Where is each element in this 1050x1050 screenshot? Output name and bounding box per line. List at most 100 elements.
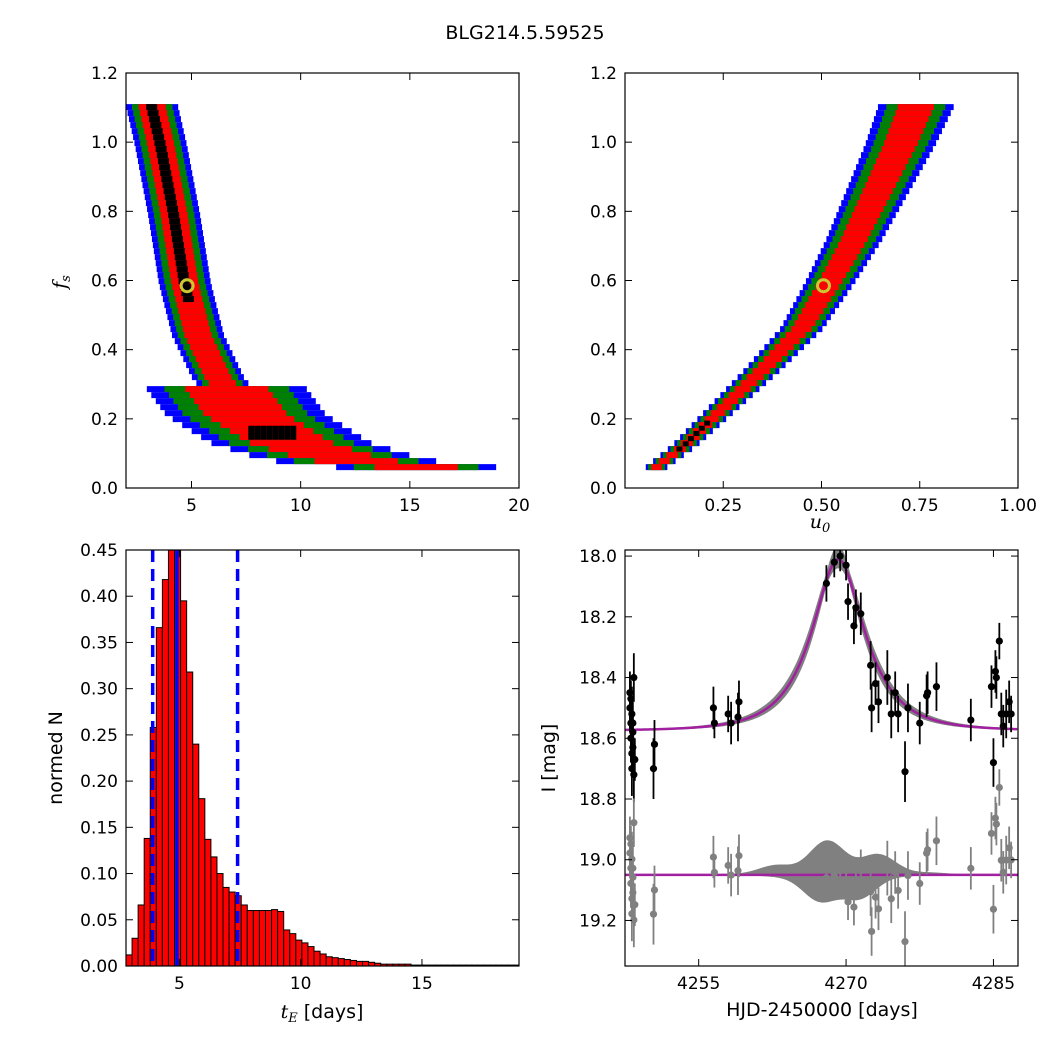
data-point [727, 719, 735, 727]
data-point [987, 683, 996, 691]
histogram-bar [331, 957, 339, 966]
residual-point [631, 901, 639, 909]
heatmap-cell-1sigma [740, 380, 758, 387]
heatmap-cell-1sigma [181, 320, 209, 327]
heatmap-cell-1sigma [884, 140, 918, 147]
heatmap-cell-core [704, 420, 711, 426]
histogram-bar [216, 873, 224, 966]
heatmap-cell-core [174, 254, 186, 261]
heatmap-cell-core [688, 436, 695, 442]
heatmap-cell-1sigma [849, 218, 878, 225]
data-point [735, 698, 743, 706]
panel3-ytick-label: 0.10 [80, 865, 118, 885]
histogram-bar [246, 910, 254, 966]
heatmap-cell-1sigma [651, 464, 662, 471]
data-point [894, 710, 902, 718]
heatmap-cell-1sigma [888, 128, 924, 135]
heatmap-cell-1sigma [763, 356, 782, 363]
heatmap-cell-core [290, 425, 297, 440]
heatmap-cell-core [175, 260, 187, 267]
heatmap-cell-core [160, 170, 172, 177]
residual-point [734, 867, 742, 875]
heatmap-cell-core [163, 188, 175, 195]
histogram-bar [283, 929, 291, 966]
panel4-ytick-label: 18.2 [579, 608, 617, 628]
heatmap-cell-core [170, 230, 182, 237]
heatmap-cell-1sigma [886, 134, 921, 141]
residual-point [830, 871, 838, 879]
heatmap-cell-core [161, 176, 173, 183]
data-point [631, 755, 639, 764]
panel2-ytick-label: 0.8 [590, 202, 617, 222]
histogram-bar [337, 958, 345, 966]
data-point [867, 661, 875, 669]
heatmap-cell-1sigma [752, 368, 770, 375]
residual-point [709, 853, 718, 861]
residual-point [995, 783, 1003, 792]
residual-point [901, 938, 909, 946]
heatmap-cell-1sigma [840, 236, 868, 243]
data-point [924, 689, 932, 697]
heatmap-cell-1sigma [893, 116, 929, 123]
heatmap-fs-vs-u0 [645, 104, 954, 471]
data-point [710, 719, 719, 727]
residual-point [891, 868, 899, 877]
data-point [650, 740, 659, 748]
heatmap-cell-core [147, 110, 159, 117]
residual-point [916, 879, 924, 888]
histogram-bar [277, 910, 285, 966]
heatmap-cell-1sigma [178, 308, 206, 315]
residual-point [924, 846, 932, 854]
histogram-bar [252, 910, 260, 966]
heatmap-cell-core [170, 224, 182, 231]
residual-point [844, 898, 852, 906]
data-point [830, 558, 838, 566]
heatmap-cell-1sigma [834, 248, 861, 255]
data-point [995, 637, 1003, 645]
heatmap-cell-1sigma [184, 332, 212, 339]
data-point [871, 680, 880, 688]
data-point [628, 710, 636, 718]
residual-point [628, 910, 636, 918]
panel1-xtick-label: 5 [186, 496, 197, 516]
data-point [1007, 710, 1015, 718]
histogram-bar [204, 838, 212, 966]
heatmap-cell-core [159, 164, 171, 171]
panel2-ytick-label: 0.6 [590, 272, 617, 292]
heatmap-cell-1sigma [798, 314, 820, 321]
data-point [852, 604, 860, 612]
panel3-ytick-label: 0.45 [80, 541, 118, 561]
residual-point [904, 871, 912, 880]
data-point [709, 704, 718, 712]
residual-point [629, 864, 637, 872]
panel4-ytick-label: 18.6 [579, 729, 617, 749]
histogram-bar [343, 959, 351, 966]
heatmap-cell-1sigma [187, 338, 215, 345]
data-point [989, 758, 998, 767]
histogram-bar [126, 954, 133, 966]
heatmap-cell-core [153, 134, 165, 141]
heatmap-cell-1sigma [791, 326, 812, 333]
panel2-xtick-label: 0.50 [803, 496, 841, 516]
heatmap-cell-core [266, 425, 273, 440]
figure-title: BLG214.5.59525 [445, 22, 605, 44]
heatmap-cell-1sigma [867, 176, 900, 183]
heatmap-cell-1sigma [895, 110, 932, 117]
panel3-xlabel: tE [days] [281, 1001, 364, 1026]
panel1-ytick-label: 0.6 [91, 272, 118, 292]
heatmap-cell-core [177, 272, 189, 279]
panel3-frame [125, 549, 520, 967]
heatmap-cell-core [156, 152, 168, 159]
panel3-ytick-label: 0.30 [80, 680, 118, 700]
heatmap-cell-core [157, 158, 169, 165]
heatmap-cell-1sigma [704, 416, 719, 423]
histogram-bar [180, 600, 188, 966]
residual-point [868, 927, 876, 936]
model-curve [625, 558, 1018, 732]
data-point [627, 695, 635, 703]
heatmap-cell-1sigma [734, 386, 751, 393]
heatmap-cell-1sigma [801, 308, 824, 315]
heatmap-cell-1sigma [808, 296, 832, 303]
heatmap-cell-1sigma [862, 188, 893, 195]
residual-point [867, 888, 875, 896]
